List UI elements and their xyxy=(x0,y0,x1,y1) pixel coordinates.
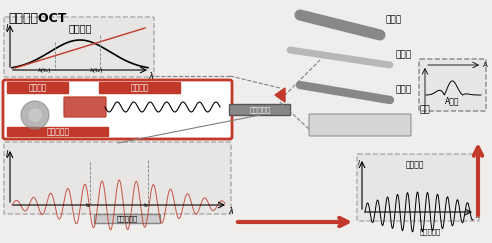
FancyBboxPatch shape xyxy=(357,154,479,221)
Text: λ: λ xyxy=(148,72,153,81)
Text: t₂: t₂ xyxy=(144,203,149,208)
Text: 点性探测器: 点性探测器 xyxy=(117,216,138,222)
Text: 分光器: 分光器 xyxy=(395,51,411,60)
FancyBboxPatch shape xyxy=(4,142,231,214)
FancyBboxPatch shape xyxy=(7,83,68,94)
Text: λ(t₁): λ(t₁) xyxy=(38,68,52,73)
Text: 傅里叶转换: 傅里叶转换 xyxy=(419,228,441,235)
FancyBboxPatch shape xyxy=(7,128,109,137)
Text: t₁: t₁ xyxy=(86,203,91,208)
Circle shape xyxy=(21,101,49,129)
FancyBboxPatch shape xyxy=(229,104,290,115)
FancyBboxPatch shape xyxy=(99,83,181,94)
Text: 扫描镜: 扫描镜 xyxy=(395,86,411,95)
Polygon shape xyxy=(275,88,285,102)
Text: 扫频源性OCT: 扫频源性OCT xyxy=(8,12,66,25)
Text: 分束元件: 分束元件 xyxy=(29,84,47,93)
Text: 光电二极管: 光电二极管 xyxy=(249,107,271,113)
Text: λ: λ xyxy=(228,207,233,216)
Text: I: I xyxy=(6,24,8,33)
Text: I: I xyxy=(358,160,360,166)
FancyBboxPatch shape xyxy=(64,97,106,117)
FancyBboxPatch shape xyxy=(4,17,154,77)
Text: 多个耦合镜: 多个耦合镜 xyxy=(46,128,69,137)
FancyBboxPatch shape xyxy=(309,114,411,136)
FancyBboxPatch shape xyxy=(94,215,160,224)
FancyBboxPatch shape xyxy=(419,59,486,111)
Circle shape xyxy=(29,109,41,121)
Text: 参考镜: 参考镜 xyxy=(385,16,401,25)
Text: A扫描: A扫描 xyxy=(445,96,459,105)
Text: 扫频光源: 扫频光源 xyxy=(131,84,149,93)
Text: λ: λ xyxy=(475,213,479,219)
Text: λ(t₂): λ(t₂) xyxy=(90,68,104,73)
Text: A: A xyxy=(483,62,488,68)
Text: 样本: 样本 xyxy=(420,105,431,114)
Text: I: I xyxy=(6,150,8,159)
FancyBboxPatch shape xyxy=(3,80,232,139)
Text: 干涉频谱: 干涉频谱 xyxy=(406,160,424,169)
Text: 光源光谱: 光源光谱 xyxy=(68,23,92,33)
